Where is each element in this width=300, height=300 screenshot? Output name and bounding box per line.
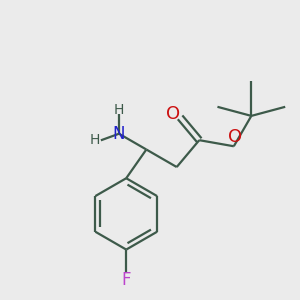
- Text: O: O: [167, 105, 181, 123]
- Text: N: N: [113, 125, 125, 143]
- Text: F: F: [122, 271, 131, 289]
- Text: H: H: [114, 103, 124, 117]
- Text: O: O: [228, 128, 242, 146]
- Text: H: H: [90, 133, 100, 147]
